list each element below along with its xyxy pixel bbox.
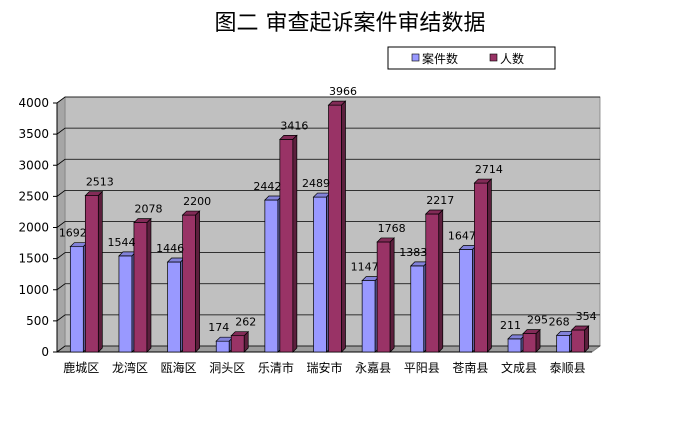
y-tick-label: 0 [41, 345, 49, 359]
legend: 案件数 人数 [387, 46, 556, 70]
bar-persons [279, 134, 298, 353]
y-tick-label: 2000 [18, 221, 49, 235]
bar-cases [409, 261, 429, 353]
data-label: 2200 [183, 195, 211, 208]
category-label: 乐清市 [258, 360, 294, 375]
data-label: 174 [208, 321, 229, 334]
category-label: 苍南县 [452, 360, 488, 375]
data-label: 211 [500, 319, 521, 332]
y-tick-label: 4000 [18, 96, 49, 110]
bar-persons [473, 178, 493, 353]
gridline [56, 221, 600, 228]
category-label: 文成县 [501, 360, 537, 375]
data-label: 268 [549, 315, 570, 328]
bars [69, 100, 590, 353]
y-tick-label: 3000 [18, 158, 49, 172]
bar-cases [264, 195, 283, 353]
bar-persons [133, 217, 152, 353]
data-label: 2217 [426, 194, 454, 207]
category-label: 洞头区 [209, 361, 245, 375]
data-label: 2489 [302, 177, 330, 190]
category-label: 永嘉县 [355, 361, 391, 375]
bar-cases [118, 251, 137, 353]
category-label: 泰顺县 [550, 361, 586, 375]
category-labels: 鹿城区 龙湾区 瓯海区 洞头区 乐清市 瑞安市 永嘉县 平阳县 苍南县 文成县 泰顺县 [63, 360, 585, 375]
bar-persons [181, 210, 201, 353]
data-label: 2513 [86, 176, 114, 189]
legend-label-cases: 案件数 [422, 51, 458, 66]
y-tick-label: 2500 [18, 189, 49, 203]
legend-label-persons: 人数 [500, 51, 524, 66]
bar-cases [312, 192, 332, 353]
bar-persons [84, 190, 104, 353]
category-label: 龙湾区 [112, 360, 148, 375]
bar-persons [522, 328, 541, 353]
legend-swatch-cases [411, 53, 420, 62]
bar-persons [230, 330, 250, 353]
y-axis-ticks: 0 500 1000 1500 2000 2500 3000 3500 4000 [18, 96, 57, 359]
category-label: 瑞安市 [306, 360, 342, 375]
bar-cases [69, 241, 89, 353]
data-label: 295 [527, 314, 548, 327]
data-label: 2078 [134, 203, 162, 216]
bar-cases [507, 334, 526, 353]
data-label: 1446 [156, 242, 184, 255]
category-label: 平阳县 [404, 361, 440, 375]
bar-cases [166, 257, 186, 353]
data-label: 1544 [107, 236, 135, 249]
data-label: 1647 [448, 229, 476, 242]
data-label: 3966 [329, 85, 357, 98]
gridline [56, 252, 600, 259]
data-label: 2442 [253, 180, 281, 193]
bar-persons [570, 325, 590, 353]
data-label: 2714 [475, 163, 503, 176]
bar-cases [555, 330, 575, 353]
y-tick-label: 500 [26, 314, 49, 328]
bar-cases [361, 275, 380, 353]
gridline [56, 189, 600, 197]
y-tick-label: 3500 [18, 127, 49, 141]
bar-persons [327, 100, 347, 353]
category-label: 瓯海区 [161, 360, 197, 375]
data-label: 354 [576, 310, 597, 323]
bar-cases [458, 244, 478, 353]
data-label: 1692 [59, 227, 87, 240]
bar-persons [424, 209, 444, 353]
bar-persons [376, 237, 395, 353]
data-label: 262 [235, 316, 256, 329]
gridline [56, 127, 600, 135]
y-tick-label: 1000 [18, 283, 49, 297]
data-label: 1768 [378, 222, 406, 235]
category-label: 鹿城区 [63, 360, 99, 375]
chart-title: 图二 审查起诉案件审结数据 [215, 11, 486, 36]
legend-swatch-persons [489, 53, 498, 62]
data-label: 1147 [351, 261, 379, 274]
data-label: 3416 [280, 119, 308, 132]
data-labels: 1692 2513 1544 2078 1446 2200 174 262 2442 3416 24… [59, 85, 597, 334]
y-tick-label: 1500 [18, 252, 49, 266]
gridline [56, 96, 600, 104]
data-label: 1383 [399, 246, 427, 259]
gridline [56, 158, 600, 166]
bar-cases [215, 336, 235, 353]
